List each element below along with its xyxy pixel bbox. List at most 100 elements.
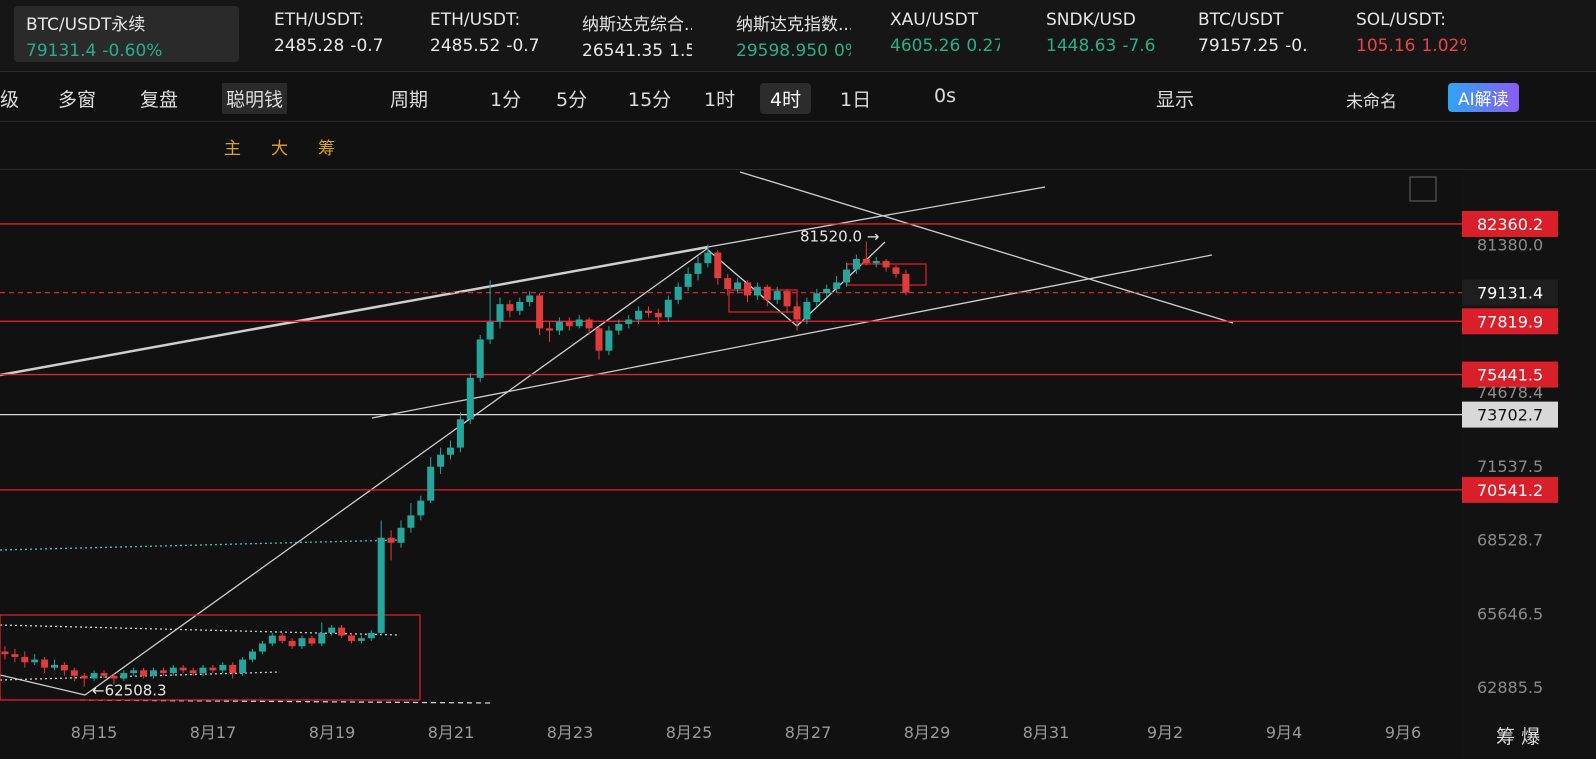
- candle-body: [734, 282, 742, 289]
- candle-body: [189, 670, 197, 674]
- ticker-quote: 2485.28-0.70%: [274, 36, 384, 56]
- candle-body: [466, 377, 474, 420]
- candle-body: [793, 306, 801, 320]
- candle-body: [724, 278, 732, 289]
- candle-body: [219, 664, 227, 671]
- ticker-name: 纳斯达克指数...: [736, 15, 851, 35]
- ticker-change: -0.71%: [506, 36, 540, 56]
- ticker-price: 2485.52: [430, 36, 501, 56]
- candle-body: [486, 321, 494, 340]
- ticker-quote: 2485.52-0.71%: [430, 36, 540, 56]
- candle-body: [120, 673, 128, 679]
- x-tick-label: 9月4: [1266, 723, 1302, 742]
- candle-body: [684, 273, 692, 287]
- ticker-quote: 79131.4 -0.60%: [26, 41, 239, 61]
- period[interactable]: 周期: [390, 89, 429, 111]
- tool[interactable]: 多窗: [58, 89, 97, 111]
- ticker[interactable]: SOL/USDT: 105.161.02%: [1336, 6, 1466, 62]
- candle-body: [645, 310, 652, 313]
- interval[interactable]: 1日: [840, 89, 872, 111]
- candle-body: [654, 312, 662, 318]
- tool[interactable]: 筹: [318, 139, 335, 159]
- candle-body: [288, 640, 296, 647]
- annotation: ←62508.3: [92, 681, 167, 699]
- ticker-name: XAU/USDT: [890, 10, 979, 30]
- candle-body: [427, 466, 435, 501]
- candle-body: [615, 323, 623, 331]
- ticker[interactable]: ETH/USDT: 2485.52-0.71%: [410, 6, 540, 62]
- candle-body: [902, 273, 910, 293]
- tool[interactable]: 大: [271, 139, 288, 159]
- candle-body: [585, 319, 593, 329]
- candle-body: [536, 295, 544, 329]
- candle-body: [348, 635, 355, 641]
- ticker[interactable]: BTC/USDT永续 79131.4 -0.60%: [14, 6, 239, 62]
- display[interactable]: 显示: [1156, 89, 1195, 111]
- candle-body: [862, 258, 870, 264]
- candle-body: [258, 643, 266, 652]
- ticker[interactable]: ETH/USDT: 2485.28-0.70%: [254, 6, 384, 62]
- candle-body: [1, 651, 9, 655]
- layout-name[interactable]: 未命名: [1346, 92, 1397, 112]
- ticker-change: 0.27%: [966, 36, 1000, 56]
- ticker[interactable]: 纳斯达克综合... 26541.351.57%: [562, 6, 692, 62]
- candle-body: [664, 299, 672, 318]
- candle-body: [635, 310, 643, 320]
- candle-body: [11, 654, 19, 657]
- candle-body: [704, 252, 712, 264]
- corner-item[interactable]: 筹: [1496, 726, 1516, 748]
- candle-body: [526, 295, 534, 302]
- tool[interactable]: 复盘: [140, 89, 179, 111]
- candle-body: [100, 673, 108, 676]
- candle-body: [872, 261, 880, 264]
- candle-body: [476, 339, 484, 378]
- candle-body: [318, 632, 326, 644]
- interval[interactable]: 15分: [628, 89, 672, 111]
- ticker-change: 1.02%: [1421, 36, 1466, 56]
- ticker-price: 26541.35: [582, 41, 664, 61]
- candle-body: [753, 286, 761, 296]
- candle-body: [882, 261, 890, 268]
- ticker-price: 29598.950: [736, 41, 828, 61]
- candle-body: [506, 304, 514, 311]
- y-tick-label: 79131.4: [1477, 284, 1543, 303]
- interval[interactable]: 1时: [704, 89, 736, 111]
- ticker-price: 1448.63: [1046, 36, 1117, 56]
- candle-body: [41, 659, 49, 668]
- candle-body: [892, 267, 900, 274]
- candle-body: [407, 515, 415, 528]
- interval[interactable]: 4时: [760, 83, 812, 114]
- ticker-name: BTC/USDT: [1198, 10, 1284, 30]
- candle-body: [823, 288, 831, 294]
- ai-button[interactable]: AI解读: [1448, 83, 1519, 112]
- ticker-name: SOL/USDT:: [1356, 10, 1446, 30]
- annotation: 81520.0 →: [800, 228, 879, 246]
- x-tick-label: 8月15: [71, 723, 118, 742]
- candle-body: [555, 321, 563, 331]
- tool[interactable]: 聪明钱: [222, 83, 288, 114]
- ticker[interactable]: BTC/USDT 79157.25-0.5%: [1178, 6, 1308, 62]
- x-tick-label: 8月19: [309, 723, 356, 742]
- candle-body: [763, 286, 771, 300]
- candle-body: [169, 667, 177, 674]
- candle-body: [852, 258, 860, 270]
- candle-body: [298, 638, 306, 647]
- ticker[interactable]: SNDK/USD 1448.63-7.64%: [1026, 6, 1156, 62]
- candle-body: [209, 667, 217, 671]
- corner-item[interactable]: 爆: [1521, 726, 1541, 748]
- ticker[interactable]: XAU/USDT 4605.260.27%: [870, 6, 1000, 62]
- tool[interactable]: 级: [0, 89, 20, 111]
- candle-body: [546, 328, 553, 331]
- candle-body: [357, 638, 365, 641]
- toolbar: 级 多窗 复盘 聪明钱 周期 0s 显示 未命名 AI解读 1分 5分 15分 1时 4…: [0, 72, 1596, 122]
- price-axis: [1462, 170, 1596, 759]
- x-tick-label: 8月27: [785, 723, 832, 742]
- ticker-name: ETH/USDT:: [430, 10, 521, 30]
- interval[interactable]: 1分: [490, 89, 522, 111]
- candle-body: [397, 527, 405, 543]
- candle-body: [437, 454, 445, 467]
- interval[interactable]: 5分: [556, 89, 588, 111]
- candle-body: [714, 252, 722, 279]
- tool[interactable]: 主: [224, 139, 241, 159]
